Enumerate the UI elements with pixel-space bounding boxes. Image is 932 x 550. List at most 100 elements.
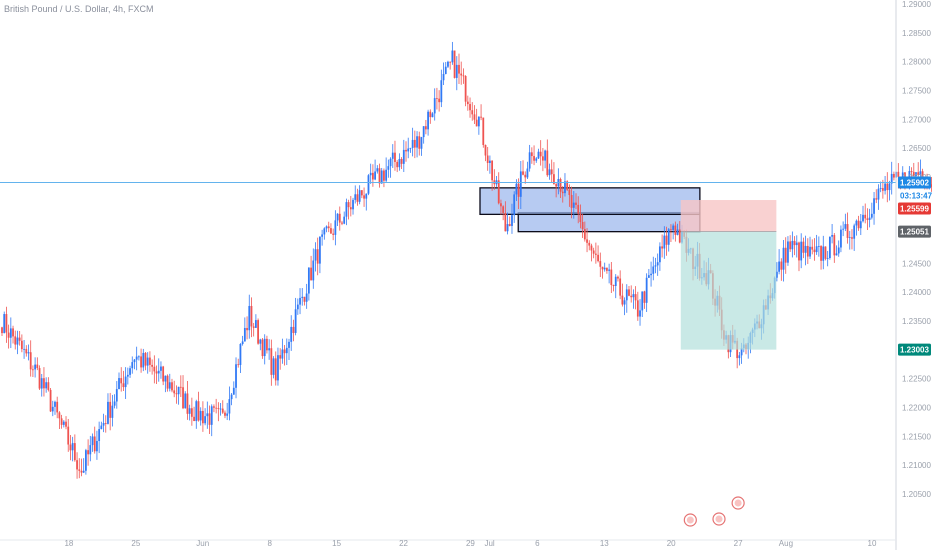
candle-body[interactable]	[460, 73, 463, 76]
candle-body[interactable]	[665, 235, 668, 245]
candle-body[interactable]	[530, 152, 533, 157]
candle-body[interactable]	[855, 220, 858, 226]
candle-body[interactable]	[817, 246, 820, 247]
candle-body[interactable]	[398, 158, 401, 168]
candle-body[interactable]	[369, 172, 372, 176]
candle-body[interactable]	[184, 393, 187, 409]
candle-body[interactable]	[360, 190, 363, 196]
candle-body[interactable]	[157, 370, 160, 374]
candle-body[interactable]	[606, 267, 608, 271]
candle-body[interactable]	[676, 229, 679, 235]
candle-body[interactable]	[564, 181, 566, 194]
candle-body[interactable]	[546, 150, 549, 176]
candle-body[interactable]	[780, 261, 783, 270]
candle-body[interactable]	[851, 237, 853, 239]
candle-body[interactable]	[325, 226, 328, 229]
candle-body[interactable]	[577, 204, 580, 214]
candle-body[interactable]	[195, 401, 198, 422]
candle-body[interactable]	[376, 168, 379, 172]
economic-event-icon[interactable]	[712, 512, 726, 526]
candle-body[interactable]	[791, 240, 794, 250]
candle-body[interactable]	[162, 366, 165, 382]
candle-body[interactable]	[491, 160, 494, 181]
candle-body[interactable]	[656, 262, 659, 266]
candle-body[interactable]	[420, 137, 423, 149]
candle-body[interactable]	[809, 246, 811, 257]
candle-body[interactable]	[14, 336, 17, 345]
candle-body[interactable]	[252, 326, 255, 328]
candle-body[interactable]	[784, 247, 787, 263]
candle-body[interactable]	[873, 198, 875, 214]
candle-body[interactable]	[303, 296, 306, 302]
candle-body[interactable]	[277, 355, 279, 381]
candle-body[interactable]	[553, 174, 555, 185]
candle-body[interactable]	[590, 245, 593, 251]
candle-body[interactable]	[842, 228, 845, 230]
candle-body[interactable]	[438, 98, 441, 103]
candle-body[interactable]	[740, 348, 743, 356]
candle-body[interactable]	[533, 156, 535, 161]
candle-body[interactable]	[272, 358, 275, 375]
candle-body[interactable]	[89, 445, 92, 455]
candle-body[interactable]	[164, 375, 167, 382]
candle-body[interactable]	[305, 293, 308, 302]
candle-body[interactable]	[188, 408, 191, 414]
candle-body[interactable]	[301, 296, 304, 298]
candle-body[interactable]	[104, 423, 107, 424]
candle-body[interactable]	[870, 213, 873, 218]
candle-body[interactable]	[787, 241, 789, 263]
candle-body[interactable]	[442, 73, 445, 81]
candle-body[interactable]	[864, 214, 867, 219]
candle-body[interactable]	[210, 406, 213, 425]
candle-body[interactable]	[537, 151, 540, 159]
candle-body[interactable]	[109, 401, 112, 418]
candle-body[interactable]	[782, 247, 785, 270]
candle-body[interactable]	[391, 152, 394, 159]
economic-event-icon[interactable]	[731, 496, 745, 510]
candle-body[interactable]	[436, 98, 438, 99]
candle-body[interactable]	[177, 386, 180, 395]
candle-body[interactable]	[197, 401, 200, 421]
candle-body[interactable]	[118, 378, 120, 390]
demand-zone[interactable]	[479, 187, 701, 216]
candle-body[interactable]	[795, 242, 798, 246]
candle-body[interactable]	[859, 221, 862, 229]
candle-body[interactable]	[822, 246, 825, 261]
candle-body[interactable]	[334, 220, 337, 235]
candle-body[interactable]	[511, 215, 513, 226]
candle-body[interactable]	[416, 136, 418, 148]
candle-body[interactable]	[879, 188, 882, 189]
candle-body[interactable]	[674, 225, 677, 235]
candle-body[interactable]	[471, 110, 474, 115]
candle-body[interactable]	[617, 276, 619, 279]
candle-body[interactable]	[868, 217, 871, 220]
candle-body[interactable]	[354, 194, 357, 200]
candle-body[interactable]	[597, 254, 599, 262]
candle-body[interactable]	[96, 441, 98, 452]
candle-body[interactable]	[586, 239, 588, 243]
candle-body[interactable]	[36, 364, 39, 369]
candle-body[interactable]	[71, 443, 74, 451]
candle-body[interactable]	[833, 235, 836, 256]
candle-body[interactable]	[204, 416, 207, 424]
candle-body[interactable]	[464, 76, 467, 102]
candle-body[interactable]	[263, 338, 266, 357]
candle-body[interactable]	[632, 294, 635, 298]
candle-body[interactable]	[153, 366, 156, 372]
candle-body[interactable]	[199, 410, 202, 421]
candle-body[interactable]	[848, 237, 851, 239]
candle-body[interactable]	[257, 320, 259, 344]
candle-body[interactable]	[186, 393, 189, 414]
candle-body[interactable]	[544, 150, 546, 161]
candle-body[interactable]	[654, 265, 657, 267]
candle-body[interactable]	[179, 386, 182, 388]
candle-body[interactable]	[358, 190, 361, 202]
candle-body[interactable]	[385, 169, 388, 181]
candle-body[interactable]	[175, 393, 178, 395]
candle-body[interactable]	[407, 148, 410, 152]
candle-body[interactable]	[182, 387, 184, 409]
candle-body[interactable]	[67, 426, 70, 445]
candle-body[interactable]	[588, 242, 591, 246]
candle-body[interactable]	[126, 374, 129, 377]
